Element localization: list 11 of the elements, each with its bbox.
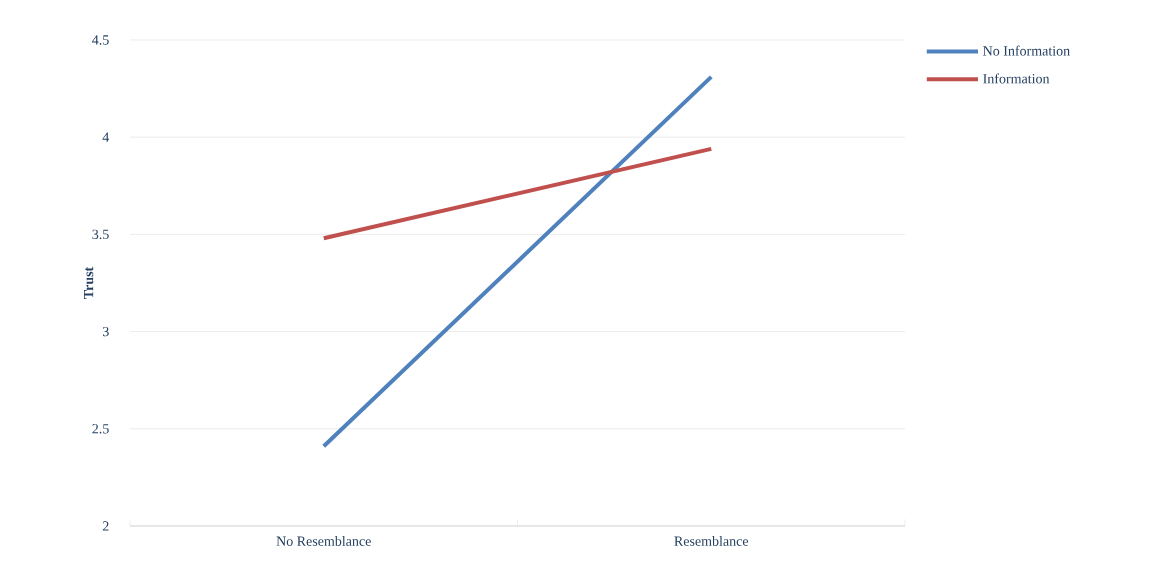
y-tick-label: 3 [102,326,109,337]
x-tick-label: Resemblance [674,536,749,546]
y-tick-label: 2.5 [92,424,109,434]
legend-label: No Information [983,45,1070,56]
y-tick-label: 4 [102,132,110,142]
legend-label: Information [983,73,1050,84]
y-axis-title: Trust [83,266,94,299]
y-tick-label: 3.5 [92,229,109,240]
y-tick-label: 4.5 [92,35,109,45]
y-tick-label: 2 [102,521,109,531]
x-tick-label: No Resemblance [276,536,371,546]
